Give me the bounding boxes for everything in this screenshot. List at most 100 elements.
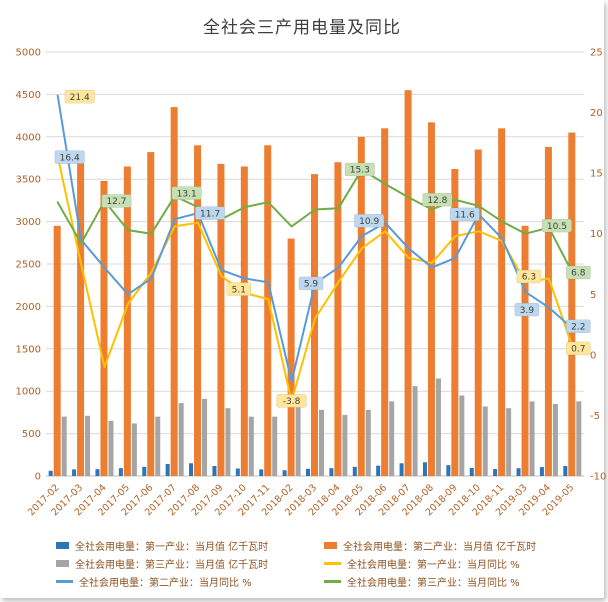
point-label-text: 5.9 (304, 280, 319, 290)
point-label-bg (541, 218, 572, 233)
right-axis-tick-label: -10 (590, 472, 606, 483)
x-axis-labels: 2017-022017-032017-042017-052017-062017-… (26, 482, 576, 518)
point-label-bg (565, 319, 591, 333)
y-axis-tick-label: 3000 (16, 217, 41, 228)
bar (493, 469, 498, 476)
left-axis-labels: 0 500 1000 1500 2000 2500 3000 3500 4000 4500 5000 (16, 48, 41, 483)
bar-series-2 (61, 378, 582, 476)
bar (131, 423, 137, 476)
bar (202, 398, 208, 476)
point-label-bg (516, 269, 542, 284)
chart-legend: 全社会用电量：第一产业：当月值 亿千瓦时 全社会用电量：第二产业：当月值 亿千瓦时… (0, 536, 608, 590)
legend-item-label: 全社会用电量：第三产业：当月同比 % (347, 577, 520, 589)
bar (48, 470, 53, 476)
point-label-text: 6.3 (522, 273, 536, 283)
bar (95, 469, 100, 476)
point-label-text: 11.7 (200, 209, 220, 219)
point-label: 5.9 (298, 276, 324, 291)
bar (272, 416, 278, 476)
line-series-2 (56, 168, 574, 274)
right-axis-labels: -10 -5 0 5 10 15 20 25 (590, 48, 606, 483)
bar (469, 467, 474, 476)
bar (529, 401, 535, 476)
bar (319, 409, 324, 476)
chart-title: 全社会三产用电量及同比 (203, 18, 401, 38)
bar-series-group (48, 90, 582, 477)
point-label: 5.1 (226, 282, 252, 296)
legend-bar-swatch (56, 541, 69, 549)
point-label: 3.9 (514, 302, 540, 317)
point-label-text: -3.8 (283, 397, 301, 407)
legend-item-label: 全社会用电量：第二产业：当月值 亿千瓦时 (343, 541, 537, 553)
bar (404, 90, 412, 476)
bar (194, 145, 202, 476)
y-axis-tick-label: 2000 (16, 302, 41, 313)
y-axis-tick-label: 1000 (16, 387, 41, 398)
point-label-text: 10.9 (359, 217, 379, 227)
bar (539, 467, 544, 476)
legend-item-1: 全社会用电量：第二产业：当月值 亿千瓦时 (324, 536, 592, 554)
bar (498, 128, 506, 476)
point-label-bg (354, 214, 385, 228)
legend-bar-swatch (324, 541, 337, 549)
right-axis-tick-label: -5 (590, 411, 600, 422)
point-label: 15.3 (344, 162, 375, 177)
point-label: 11.6 (449, 207, 480, 222)
bar (212, 465, 217, 476)
bar (381, 128, 389, 476)
right-axis-tick-label: 5 (590, 290, 596, 301)
point-label-text: 21.4 (70, 93, 90, 103)
bar (352, 466, 357, 476)
bar (412, 386, 418, 476)
bar (422, 462, 427, 476)
bar (311, 174, 318, 476)
bar (516, 468, 521, 476)
point-label-bg (449, 207, 480, 222)
legend-line-swatch (56, 579, 73, 583)
electricity-combo-chart: 0 500 1000 1500 2000 2500 3000 3500 4000 4500 5000… (16, 48, 607, 519)
point-label-text: 3.9 (520, 306, 535, 316)
bar (295, 407, 301, 476)
point-label-bg (344, 162, 375, 177)
bar (178, 403, 184, 476)
right-axis-tick-label: 25 (590, 48, 603, 59)
y-axis-tick-label: 4000 (16, 132, 41, 143)
y-axis-tick-label: 500 (22, 429, 41, 440)
legend-item-label: 全社会用电量：第二产业：当月同比 % (79, 577, 252, 589)
legend-item-5: 全社会用电量：第三产业：当月同比 % (324, 572, 592, 590)
point-label-bg (226, 282, 252, 296)
bar-series-1 (53, 90, 576, 477)
bar (435, 378, 441, 476)
y-axis-tick-label: 4500 (16, 90, 41, 101)
bar (451, 169, 459, 477)
legend-item-4: 全社会用电量：第二产业：当月同比 % (56, 572, 324, 590)
y-axis-tick-label: 3500 (16, 175, 41, 186)
bar (77, 162, 85, 476)
bar (342, 414, 348, 476)
point-label-bg (54, 150, 85, 164)
legend-line-swatch (324, 579, 341, 583)
bar (123, 166, 131, 476)
bar (240, 166, 248, 476)
legend-item-label: 全社会用电量：第一产业：当月值 亿千瓦时 (75, 541, 269, 553)
bar (165, 463, 170, 476)
bar (306, 468, 310, 476)
bar (376, 465, 381, 476)
bar (329, 468, 334, 476)
bar (521, 225, 529, 476)
point-label: 0.7 (565, 341, 591, 356)
bar (235, 468, 240, 476)
bar (217, 163, 225, 476)
point-label: 6.8 (565, 265, 591, 280)
bar (563, 465, 568, 476)
bar (147, 152, 155, 476)
point-label: 21.4 (64, 89, 95, 104)
bar (544, 146, 552, 476)
point-label-text: 16.4 (60, 153, 80, 163)
point-labels-group: 21.4 16.4 12.7 13.111.7 5.1 -3.8 5.9 15.3 10.9 12… (54, 89, 591, 408)
legend-item-2: 全社会用电量：第三产业：当月值 亿千瓦时 (56, 554, 324, 572)
point-label-text: 5.1 (232, 285, 246, 295)
point-label-text: 13.1 (177, 189, 197, 199)
bar (282, 470, 287, 476)
